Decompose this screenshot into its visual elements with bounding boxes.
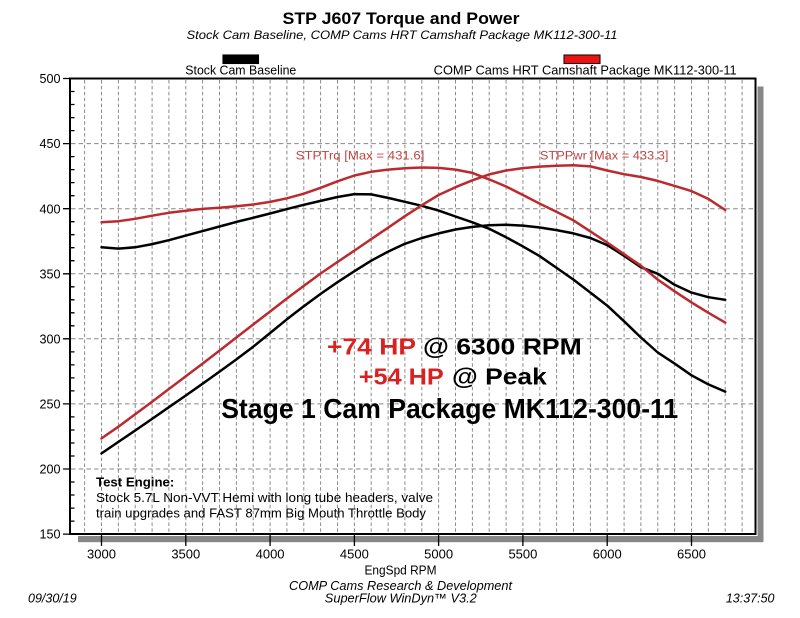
svg-text:Stage 1 Cam Package MK112-300-: Stage 1 Cam Package MK112-300-11 <box>221 393 678 424</box>
svg-text:SuperFlow WinDyn™ V3.2: SuperFlow WinDyn™ V3.2 <box>325 592 477 606</box>
svg-text:350: 350 <box>39 267 60 281</box>
svg-text:250: 250 <box>39 398 60 412</box>
svg-text:+54 HP: +54 HP <box>359 363 444 389</box>
svg-text:6500: 6500 <box>677 547 706 562</box>
svg-text:train upgrades and FAST 87mm B: train upgrades and FAST 87mm Big Mouth T… <box>96 507 427 521</box>
svg-text:STPPwr [Max = 433.3]: STPPwr [Max = 433.3] <box>540 149 669 163</box>
svg-text:STPTrq [Max = 431.6]: STPTrq [Max = 431.6] <box>296 149 425 163</box>
svg-text:500: 500 <box>39 72 60 86</box>
svg-text:Stock Cam Baseline: Stock Cam Baseline <box>185 64 296 78</box>
svg-text:Stock 5.7L Non-VVT Hemi with l: Stock 5.7L Non-VVT Hemi with long tube h… <box>96 491 433 505</box>
svg-text:EngSpd RPM: EngSpd RPM <box>365 562 437 577</box>
svg-text:400: 400 <box>39 202 60 216</box>
svg-text:COMP Cams Research & Developme: COMP Cams Research & Development <box>289 579 513 593</box>
svg-text:5500: 5500 <box>508 547 537 562</box>
svg-text:STP J607 Torque and Power: STP J607 Torque and Power <box>283 10 521 28</box>
svg-text:@ 6300 RPM: @ 6300 RPM <box>423 334 582 360</box>
svg-text:COMP Cams HRT Camshaft Package: COMP Cams HRT Camshaft Package MK112-300… <box>434 64 737 78</box>
svg-text:150: 150 <box>39 528 60 542</box>
svg-text:Stock Cam Baseline, COMP Cams: Stock Cam Baseline, COMP Cams HRT Camsha… <box>187 28 618 42</box>
svg-text:4500: 4500 <box>340 547 369 562</box>
svg-text:5000: 5000 <box>424 547 453 562</box>
svg-text:4000: 4000 <box>256 547 285 562</box>
svg-text:13:37:50: 13:37:50 <box>726 592 775 606</box>
svg-text:450: 450 <box>39 137 60 151</box>
svg-text:6000: 6000 <box>593 547 622 562</box>
svg-text:3000: 3000 <box>87 547 116 562</box>
svg-text:3500: 3500 <box>171 547 200 562</box>
svg-text:300: 300 <box>39 332 60 346</box>
svg-text:+74 HP: +74 HP <box>327 334 416 360</box>
svg-text:Test Engine:: Test Engine: <box>96 476 174 490</box>
svg-text:09/30/19: 09/30/19 <box>28 592 77 606</box>
svg-text:@ Peak: @ Peak <box>452 363 548 389</box>
svg-text:200: 200 <box>39 463 60 477</box>
